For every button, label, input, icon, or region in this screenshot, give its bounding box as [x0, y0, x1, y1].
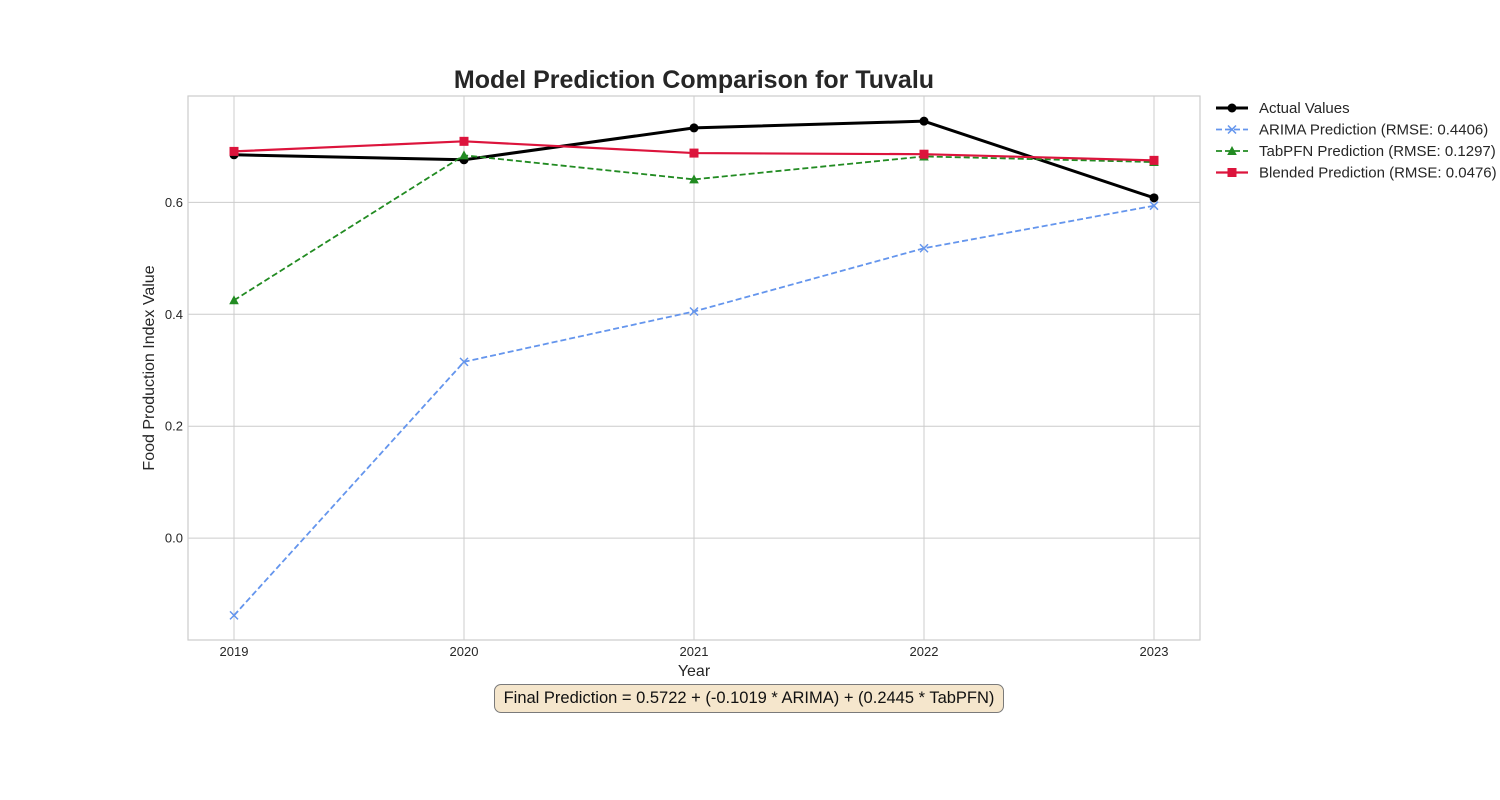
grid [188, 96, 1200, 640]
series-layer [229, 116, 1159, 620]
series-3 [229, 136, 1159, 165]
legend-marker [1227, 124, 1237, 135]
data-point [689, 148, 699, 158]
data-point [229, 146, 239, 156]
legend-item: TabPFN Prediction (RMSE: 0.1297) [1216, 143, 1496, 160]
y-tick-label: 0.0 [165, 531, 183, 546]
data-point [1149, 201, 1159, 211]
legend-label: TabPFN Prediction (RMSE: 0.1297) [1259, 143, 1496, 160]
data-point [919, 116, 929, 126]
legend-label: ARIMA Prediction (RMSE: 0.4406) [1259, 122, 1488, 139]
y-axis-label: Food Production Index Value [141, 265, 158, 470]
chart-title: Model Prediction Comparison for Tuvalu [454, 66, 934, 94]
x-tick-label: 2020 [450, 644, 479, 659]
x-tick-label: 2023 [1140, 644, 1169, 659]
data-point [689, 174, 699, 184]
data-point [459, 357, 469, 367]
data-point [919, 243, 929, 253]
legend-item: ARIMA Prediction (RMSE: 0.4406) [1216, 122, 1488, 139]
data-point [459, 150, 469, 160]
data-point [1149, 193, 1159, 203]
legend-marker [1227, 168, 1237, 177]
axis-ticks: 2019 2020 2021 2022 2023 0.0 0.2 0.4 0.6 [165, 195, 1169, 659]
y-tick-label: 0.4 [165, 307, 183, 322]
data-point [229, 295, 239, 305]
series-1 [229, 201, 1159, 620]
legend-item: Blended Prediction (RMSE: 0.0476) [1216, 165, 1497, 182]
y-tick-label: 0.2 [165, 419, 183, 434]
data-point [689, 306, 699, 317]
data-point [1149, 155, 1159, 165]
legend-marker [1227, 103, 1237, 113]
x-axis-label: Year [678, 663, 711, 680]
legend-label: Blended Prediction (RMSE: 0.0476) [1259, 165, 1497, 182]
series-line [233, 154, 1155, 302]
data-point [459, 136, 469, 146]
legend-label: Actual Values [1259, 100, 1350, 117]
x-tick-label: 2019 [220, 644, 249, 659]
data-point [919, 149, 929, 159]
legend-item: Actual Values [1216, 100, 1350, 117]
x-tick-label: 2021 [680, 644, 709, 659]
y-tick-label: 0.6 [165, 195, 183, 210]
x-tick-label: 2022 [910, 644, 939, 659]
formula-annotation: Final Prediction = 0.5722 + (-0.1019 * A… [494, 684, 1004, 713]
data-point [689, 123, 699, 133]
plot-area [187, 95, 1201, 641]
data-point [229, 610, 239, 620]
legend-marker [1227, 146, 1237, 155]
legend: Actual Values ARIMA Prediction (RMSE: 0.4… [1216, 100, 1497, 182]
